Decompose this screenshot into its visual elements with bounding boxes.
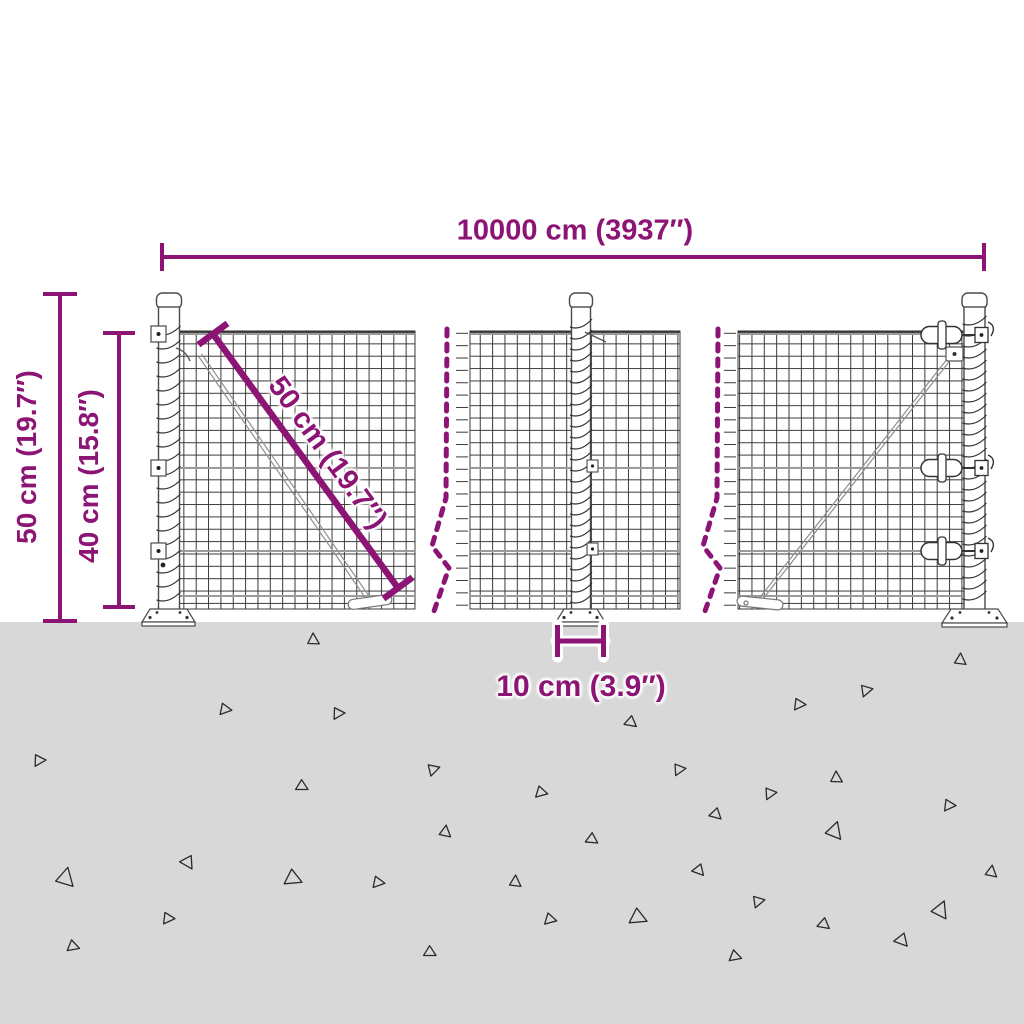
break-lines	[429, 326, 723, 617]
post-brackets	[150, 325, 599, 568]
post-spiral-wire	[156, 315, 987, 604]
dimension-label-total-width: 10000 cm (3937″)	[456, 214, 694, 247]
turnbuckle-tensioners	[920, 320, 995, 566]
fence-post-right	[961, 292, 988, 613]
mesh-panel-left	[170, 330, 416, 610]
dimension-label-post-height: 50 cm (19.7″)	[11, 370, 42, 544]
dimension-label-mesh-height: 40 cm (15.8″)	[73, 389, 104, 563]
dimension-label-base-plate-width: 10 cm (3.9″)	[496, 670, 666, 703]
base-plates	[140, 608, 1009, 628]
ground-triangles	[34, 632, 998, 962]
dimension-lines	[43, 243, 986, 663]
ground	[0, 622, 1024, 1024]
cut-wire-ends	[456, 332, 736, 606]
brace-right-panel	[736, 346, 964, 611]
brace-left-panel	[197, 353, 393, 610]
